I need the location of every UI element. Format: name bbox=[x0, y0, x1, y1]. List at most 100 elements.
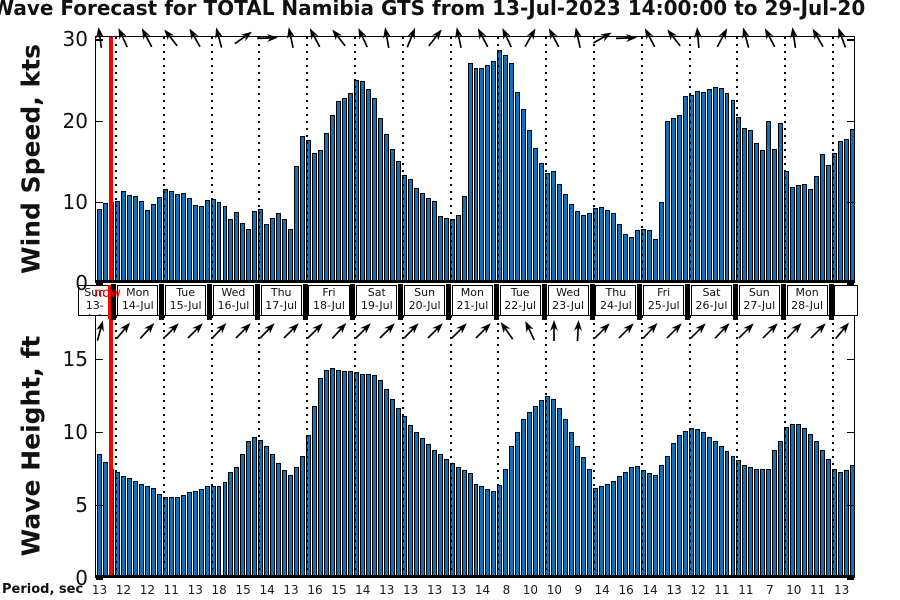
period-value: 18 bbox=[211, 583, 227, 597]
wind-direction-arrow bbox=[138, 27, 156, 49]
wave-bar bbox=[509, 445, 515, 577]
wind-bar bbox=[102, 203, 108, 282]
wave-bar bbox=[700, 432, 706, 577]
day-of-week: Thu bbox=[605, 286, 627, 299]
wind-bar bbox=[120, 191, 126, 282]
wind-bar bbox=[455, 215, 461, 282]
day-boundary-tick bbox=[207, 284, 212, 320]
period-value: 13 bbox=[403, 583, 419, 597]
wind-bar bbox=[604, 209, 610, 282]
period-value: 16 bbox=[307, 583, 323, 597]
y-tick-label: 20 bbox=[62, 108, 88, 133]
wind-bar bbox=[652, 238, 658, 282]
day-of-week: Sat bbox=[702, 286, 721, 299]
wave-bar bbox=[754, 468, 760, 577]
wave-bar bbox=[383, 388, 389, 577]
day-date: 21-Jul bbox=[456, 298, 489, 312]
now-line bbox=[109, 37, 113, 282]
day-of-week: Wed bbox=[556, 286, 581, 299]
wind-direction-arrow bbox=[234, 27, 253, 49]
period-value: 12 bbox=[115, 583, 132, 597]
day-label: Thu 24-Jul bbox=[595, 285, 637, 316]
wind-direction-arrow bbox=[186, 27, 204, 49]
wind-bar bbox=[270, 217, 276, 282]
day-of-week: Tue bbox=[510, 286, 530, 299]
wave-bar bbox=[359, 373, 365, 577]
period-value: 11 bbox=[163, 583, 179, 597]
day-label: Sun 20-Jul bbox=[404, 285, 446, 316]
wind-bar bbox=[676, 114, 682, 282]
day-boundary-tick bbox=[159, 284, 165, 320]
wave-bar bbox=[336, 369, 342, 577]
wind-bar bbox=[742, 128, 748, 282]
y-tick-label: 10 bbox=[62, 189, 88, 214]
wave-direction-arrow bbox=[330, 320, 348, 342]
wind-bar bbox=[718, 87, 724, 282]
wind-bar bbox=[204, 199, 210, 282]
wind-bar bbox=[461, 195, 467, 282]
wave-bar bbox=[270, 454, 276, 577]
wind-direction-arrow bbox=[378, 27, 396, 49]
day-of-week: Fri bbox=[322, 286, 336, 299]
wave-bar bbox=[395, 407, 401, 577]
wave-bar bbox=[575, 445, 581, 577]
y-tick-mark bbox=[96, 431, 103, 434]
wind-bar bbox=[377, 117, 383, 282]
day-label: Mon 28-Jul bbox=[786, 285, 828, 316]
now-line-segment bbox=[108, 285, 112, 319]
wind-bar bbox=[658, 202, 664, 282]
wave-bar bbox=[192, 490, 198, 577]
wave-bar bbox=[234, 467, 240, 577]
wave-bar bbox=[604, 483, 610, 577]
wave-bar bbox=[300, 455, 306, 577]
wind-bar bbox=[670, 117, 676, 282]
wind-bar bbox=[664, 121, 670, 282]
wind-bar bbox=[288, 229, 294, 282]
wind-bar bbox=[539, 162, 545, 282]
day-boundary-tick bbox=[541, 284, 547, 320]
wind-bar bbox=[802, 183, 808, 282]
wind-bar bbox=[419, 192, 425, 282]
wind-direction-arrow bbox=[785, 27, 803, 49]
wave-bar bbox=[198, 489, 204, 577]
wind-bar bbox=[324, 132, 330, 282]
wave-bar bbox=[539, 400, 545, 577]
wind-direction-arrow bbox=[91, 27, 109, 49]
wave-direction-arrow bbox=[665, 320, 683, 342]
y-tick-mark bbox=[847, 504, 854, 507]
figure-title: Wave Forecast for TOTAL Namibia GTS from… bbox=[0, 0, 866, 20]
day-label: Wed 23-Jul bbox=[547, 285, 589, 316]
wind-bar bbox=[521, 108, 527, 282]
wind-bar bbox=[551, 170, 557, 282]
wind-bar bbox=[581, 215, 587, 282]
wind-direction-arrow bbox=[521, 27, 539, 49]
y-tick-mark bbox=[847, 431, 854, 434]
day-label: Tue 22-Jul bbox=[499, 285, 541, 316]
wave-bar bbox=[240, 454, 246, 577]
wave-bar bbox=[461, 470, 467, 577]
wave-bar bbox=[766, 468, 772, 577]
day-gridline bbox=[210, 316, 213, 577]
wind-bar bbox=[228, 218, 234, 282]
wave-bar bbox=[413, 432, 419, 577]
wave-bar bbox=[479, 486, 485, 577]
wave-direction-arrow bbox=[114, 320, 132, 342]
wind-bar bbox=[778, 122, 784, 282]
wind-bar bbox=[138, 200, 144, 282]
wave-bar bbox=[742, 464, 748, 577]
day-date: 13-Jul bbox=[85, 298, 104, 315]
wave-direction-arrow bbox=[186, 320, 204, 342]
wave-bar bbox=[365, 373, 371, 577]
wave-bar bbox=[318, 378, 324, 577]
day-gridline bbox=[449, 316, 452, 577]
period-value: 14 bbox=[259, 583, 275, 597]
day-date: 16-Jul bbox=[217, 298, 250, 312]
wave-bar bbox=[377, 379, 383, 577]
wave-bar bbox=[622, 471, 628, 577]
wave-bar bbox=[676, 435, 682, 577]
day-boundary-tick bbox=[111, 284, 117, 320]
period-value: 13 bbox=[283, 583, 299, 597]
wind-bar bbox=[156, 196, 162, 282]
wave-bar bbox=[407, 425, 413, 577]
y-tick-label: 0 bbox=[75, 566, 88, 590]
